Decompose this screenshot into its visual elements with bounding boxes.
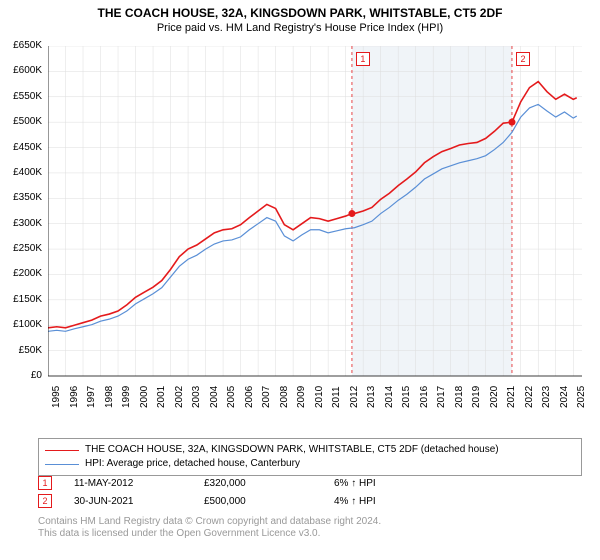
y-axis-label: £150K [4, 294, 42, 305]
x-axis-label: 2015 [401, 386, 412, 408]
transaction-delta: 6% ↑ HPI [334, 478, 464, 489]
transaction-delta: 4% ↑ HPI [334, 496, 464, 507]
y-axis-label: £400K [4, 167, 42, 178]
transaction-price: £500,000 [204, 496, 334, 507]
x-axis-label: 2017 [436, 386, 447, 408]
y-axis-label: £300K [4, 218, 42, 229]
x-axis-label: 2009 [296, 386, 307, 408]
x-axis-label: 2024 [559, 386, 570, 408]
transaction-row: 1 11-MAY-2012£320,0006% ↑ HPI [38, 474, 582, 492]
x-axis-label: 2020 [489, 386, 500, 408]
x-axis-label: 2014 [384, 386, 395, 408]
y-axis-label: £50K [4, 345, 42, 356]
legend-swatch [45, 464, 79, 465]
x-axis-label: 1998 [104, 386, 115, 408]
transaction-badge: 1 [38, 476, 52, 490]
transaction-table: 1 11-MAY-2012£320,0006% ↑ HPI 2 30-JUN-2021… [38, 474, 582, 510]
transaction-date: 11-MAY-2012 [74, 478, 204, 489]
transaction-date: 30-JUN-2021 [74, 496, 204, 507]
legend-row: HPI: Average price, detached house, Cant… [45, 457, 575, 471]
disclaimer-line: Contains HM Land Registry data © Crown c… [38, 516, 582, 528]
y-axis-label: £550K [4, 91, 42, 102]
transaction-marker: 1 [356, 52, 370, 66]
y-axis-label: £650K [4, 40, 42, 51]
legend-row: THE COACH HOUSE, 32A, KINGSDOWN PARK, WH… [45, 443, 575, 457]
transaction-badge: 2 [38, 494, 52, 508]
y-axis-label: £200K [4, 268, 42, 279]
x-axis-label: 2019 [471, 386, 482, 408]
legend-label: THE COACH HOUSE, 32A, KINGSDOWN PARK, WH… [85, 443, 499, 457]
x-axis-label: 2021 [506, 386, 517, 408]
disclaimer-line: This data is licensed under the Open Gov… [38, 528, 582, 540]
x-axis-label: 2022 [524, 386, 535, 408]
x-axis-label: 2013 [366, 386, 377, 408]
x-axis-label: 2012 [349, 386, 360, 408]
x-axis-label: 2000 [139, 386, 150, 408]
x-axis-label: 2006 [244, 386, 255, 408]
x-axis-label: 2002 [174, 386, 185, 408]
y-axis-label: £0 [4, 370, 42, 381]
chart-area [48, 46, 582, 426]
transaction-price: £320,000 [204, 478, 334, 489]
x-axis-label: 2011 [331, 386, 342, 408]
chart-subtitle: Price paid vs. HM Land Registry's House … [0, 20, 600, 34]
disclaimer: Contains HM Land Registry data © Crown c… [38, 516, 582, 540]
y-axis-label: £350K [4, 192, 42, 203]
x-axis-label: 2003 [191, 386, 202, 408]
x-axis-label: 2001 [156, 386, 167, 408]
legend-label: HPI: Average price, detached house, Cant… [85, 457, 300, 471]
transaction-marker: 2 [516, 52, 530, 66]
x-axis-label: 2004 [209, 386, 220, 408]
x-axis-label: 2007 [261, 386, 272, 408]
x-axis-label: 2023 [541, 386, 552, 408]
x-axis-label: 2005 [226, 386, 237, 408]
legend: THE COACH HOUSE, 32A, KINGSDOWN PARK, WH… [38, 438, 582, 476]
x-axis-label: 2018 [454, 386, 465, 408]
transaction-row: 2 30-JUN-2021£500,0004% ↑ HPI [38, 492, 582, 510]
x-axis-label: 2010 [314, 386, 325, 408]
x-axis-label: 1995 [51, 386, 62, 408]
y-axis-label: £450K [4, 142, 42, 153]
y-axis-label: £100K [4, 319, 42, 330]
x-axis-label: 1999 [121, 386, 132, 408]
x-axis-label: 2025 [576, 386, 587, 408]
x-axis-label: 2008 [279, 386, 290, 408]
y-axis-label: £600K [4, 65, 42, 76]
y-axis-label: £500K [4, 116, 42, 127]
x-axis-label: 2016 [419, 386, 430, 408]
y-axis-label: £250K [4, 243, 42, 254]
x-axis-label: 1997 [86, 386, 97, 408]
legend-swatch [45, 450, 79, 451]
chart-title: THE COACH HOUSE, 32A, KINGSDOWN PARK, WH… [0, 0, 600, 20]
x-axis-label: 1996 [69, 386, 80, 408]
